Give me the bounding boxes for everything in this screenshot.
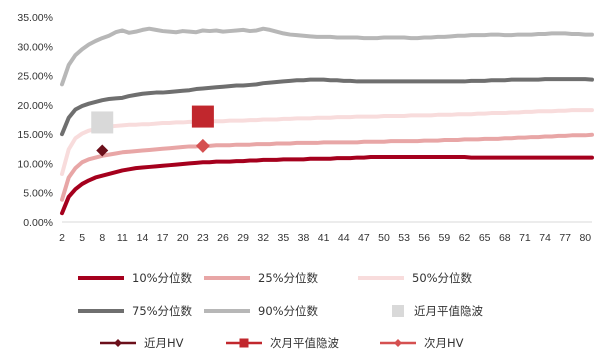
x-tick-label: 23: [197, 232, 209, 244]
point-marker-4: [195, 138, 210, 153]
point-marker-2: [96, 144, 109, 157]
y-tick-label: 25.00%: [17, 71, 53, 83]
x-axis: 2 5 8 11 14 17 20 23 26 29 32 35 38 41 44 47 50 53 56 59 62 6…: [59, 221, 592, 244]
legend-label: 90%分位数: [258, 304, 319, 318]
legend-label: 次月HV: [424, 336, 464, 350]
x-tick-label: 32: [257, 232, 269, 244]
series-line-1: [60, 154, 594, 216]
y-tick-label: 30.00%: [17, 41, 53, 53]
legend-label: 近月HV: [144, 336, 184, 350]
legend-swatch-marker: [394, 339, 402, 347]
series-line-2: [60, 132, 594, 202]
x-tick-label: 62: [459, 232, 471, 244]
x-tick-label: 59: [439, 232, 451, 244]
y-tick-label: 15.00%: [17, 129, 53, 141]
legend-label: 25%分位数: [258, 271, 319, 285]
x-tick-label: 56: [418, 232, 430, 244]
series-line-4: [60, 77, 594, 137]
legend-swatch: [392, 305, 404, 317]
x-tick-label: 38: [298, 232, 310, 244]
legend-swatch-marker: [114, 339, 122, 347]
y-tick-label: 35.00%: [17, 12, 53, 24]
x-tick-label: 53: [398, 232, 410, 244]
x-tick-label: 14: [137, 232, 149, 244]
legend-swatch-marker: [239, 338, 249, 348]
x-tick-label: 44: [338, 232, 350, 244]
x-tick-label: 2: [59, 232, 65, 244]
points-layer: [91, 105, 214, 157]
legend-label: 50%分位数: [412, 271, 473, 285]
x-tick-label: 5: [79, 232, 85, 244]
series-line-5: [60, 26, 594, 87]
series-line-3: [60, 108, 594, 176]
x-tick-label: 74: [539, 232, 551, 244]
legend-item: 次月HV: [380, 336, 464, 350]
legend-item: 近月HV: [100, 336, 184, 350]
x-tick-label: 41: [318, 232, 330, 244]
legend-label: 10%分位数: [132, 271, 193, 285]
legend-item: 10%分位数: [78, 271, 193, 285]
legend-item: 近月平值隐波: [392, 304, 483, 318]
point-marker-1: [91, 111, 114, 134]
x-tick-label: 47: [358, 232, 370, 244]
legend-item: 次月平值隐波: [226, 336, 339, 350]
x-tick-label: 65: [479, 232, 491, 244]
y-tick-label: 10.00%: [17, 158, 53, 170]
point-marker-3: [191, 105, 214, 128]
x-tick-label: 50: [378, 232, 390, 244]
x-tick-label: 20: [177, 232, 189, 244]
legend-item: 75%分位数: [78, 304, 193, 318]
legend-item: 50%分位数: [358, 271, 473, 285]
x-tick-label: 29: [237, 232, 249, 244]
legend-label: 75%分位数: [132, 304, 193, 318]
x-tick-label: 77: [559, 232, 571, 244]
legend-label: 次月平值隐波: [270, 336, 339, 350]
x-tick-label: 35: [278, 232, 290, 244]
legend-label: 近月平值隐波: [414, 304, 483, 318]
y-tick-label: 20.00%: [17, 100, 53, 112]
x-tick-label: 8: [99, 232, 105, 244]
x-tick-label: 26: [217, 232, 229, 244]
series-layer: [60, 26, 594, 216]
y-tick-label: 0.00%: [23, 217, 53, 229]
x-tick-label: 68: [499, 232, 511, 244]
x-tick-label: 17: [157, 232, 169, 244]
legend-item: 25%分位数: [204, 271, 319, 285]
x-tick-label: 71: [519, 232, 531, 244]
x-tick-label: 11: [117, 232, 128, 244]
y-tick-label: 5.00%: [23, 188, 53, 200]
x-tick-label: 80: [579, 232, 591, 244]
legend: 10%分位数 25%分位数 50%分位数 75%分位数 90%分位数 近月平值隐波近月HV…: [78, 271, 483, 350]
y-axis: 0.00% 5.00% 10.00% 15.00% 20.00% 25.00% 30.00%…: [17, 12, 53, 229]
legend-item: 90%分位数: [204, 304, 319, 318]
